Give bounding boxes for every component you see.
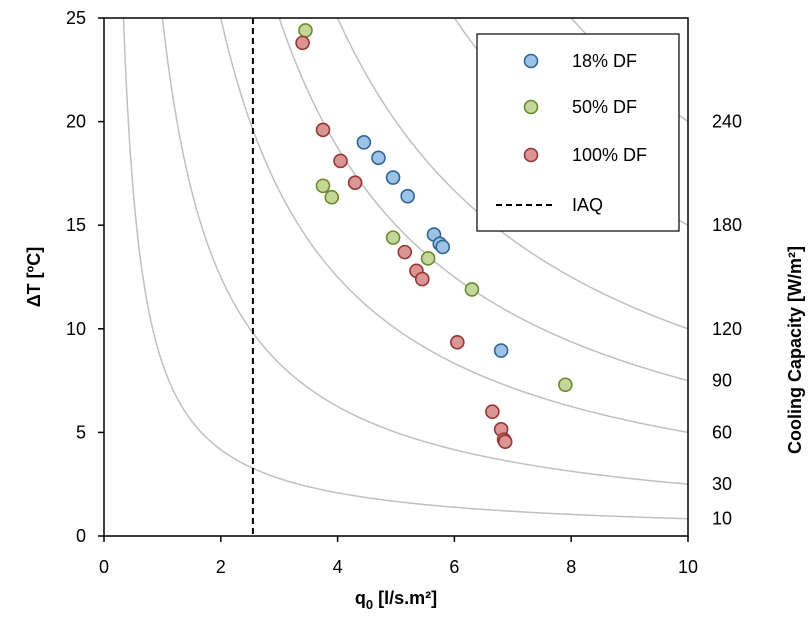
capacity-curve-10 (122, 18, 688, 520)
x-tick-label: 10 (678, 557, 698, 577)
data-point (385, 170, 401, 185)
data-point (324, 189, 340, 205)
data-point (558, 377, 573, 393)
data-point (400, 188, 415, 204)
legend-label: 50% DF (572, 97, 637, 117)
data-point (295, 35, 310, 51)
y-tick-label: 20 (66, 112, 86, 132)
data-point (420, 251, 436, 266)
y-axis-title: ΔT [ºC] (24, 247, 44, 308)
data-point (347, 175, 363, 191)
data-point (493, 343, 509, 358)
y2-tick-label: 10 (712, 509, 732, 529)
legend-marker (523, 53, 539, 69)
data-point (298, 23, 313, 38)
capacity-curve-60 (220, 18, 688, 434)
data-point (414, 271, 430, 287)
y-tick-label: 10 (66, 319, 86, 339)
data-points (295, 23, 573, 450)
x-tick-label: 0 (99, 557, 109, 577)
legend-label: 18% DF (572, 51, 637, 71)
y-tick-label: 25 (66, 8, 86, 28)
data-point (497, 434, 513, 450)
data-point (435, 239, 451, 255)
y-tick-label: 15 (66, 215, 86, 235)
x-tick-label: 8 (566, 557, 576, 577)
series-18-df (356, 135, 509, 358)
y2-tick-label: 120 (712, 319, 742, 339)
legend-label: 100% DF (572, 145, 647, 165)
legend-label: IAQ (572, 195, 603, 215)
y2-tick-label: 60 (712, 422, 732, 442)
data-point (485, 404, 500, 419)
legend: 18% DF 50% DF 100% DF IAQ (476, 33, 680, 232)
series-100-df (295, 35, 513, 450)
data-point (450, 334, 465, 350)
capacity-curve-30 (161, 18, 688, 485)
x-axis-title: q0 [l/s.m²] (355, 588, 437, 612)
y2-tick-label: 90 (712, 371, 732, 391)
data-point (371, 150, 386, 166)
y-tick-label: 0 (76, 526, 86, 546)
series-50-df (298, 23, 573, 393)
x-tick-label: 4 (333, 557, 343, 577)
legend-box (476, 33, 680, 232)
legend-marker (523, 147, 539, 163)
axes: 10 30 60 90 120 180 240 0 2 4 6 8 10 0 5 10 15 20 25 (66, 8, 742, 577)
y2-tick-label: 240 (712, 112, 742, 132)
plot-frame (103, 17, 689, 537)
x-tick-label: 2 (216, 557, 226, 577)
data-point (356, 135, 372, 150)
y2-axis-title: Cooling Capacity [W/m²] (785, 246, 805, 454)
data-point (464, 282, 480, 297)
data-point (333, 153, 348, 169)
data-point (315, 178, 331, 194)
y-tick-label: 5 (76, 422, 86, 442)
data-point (385, 230, 401, 245)
x-tick-label: 6 (449, 557, 459, 577)
y2-tick-label: 30 (712, 474, 732, 494)
legend-marker (523, 99, 539, 115)
data-point (315, 122, 331, 138)
data-point (397, 244, 413, 260)
y2-tick-label: 180 (712, 215, 742, 235)
